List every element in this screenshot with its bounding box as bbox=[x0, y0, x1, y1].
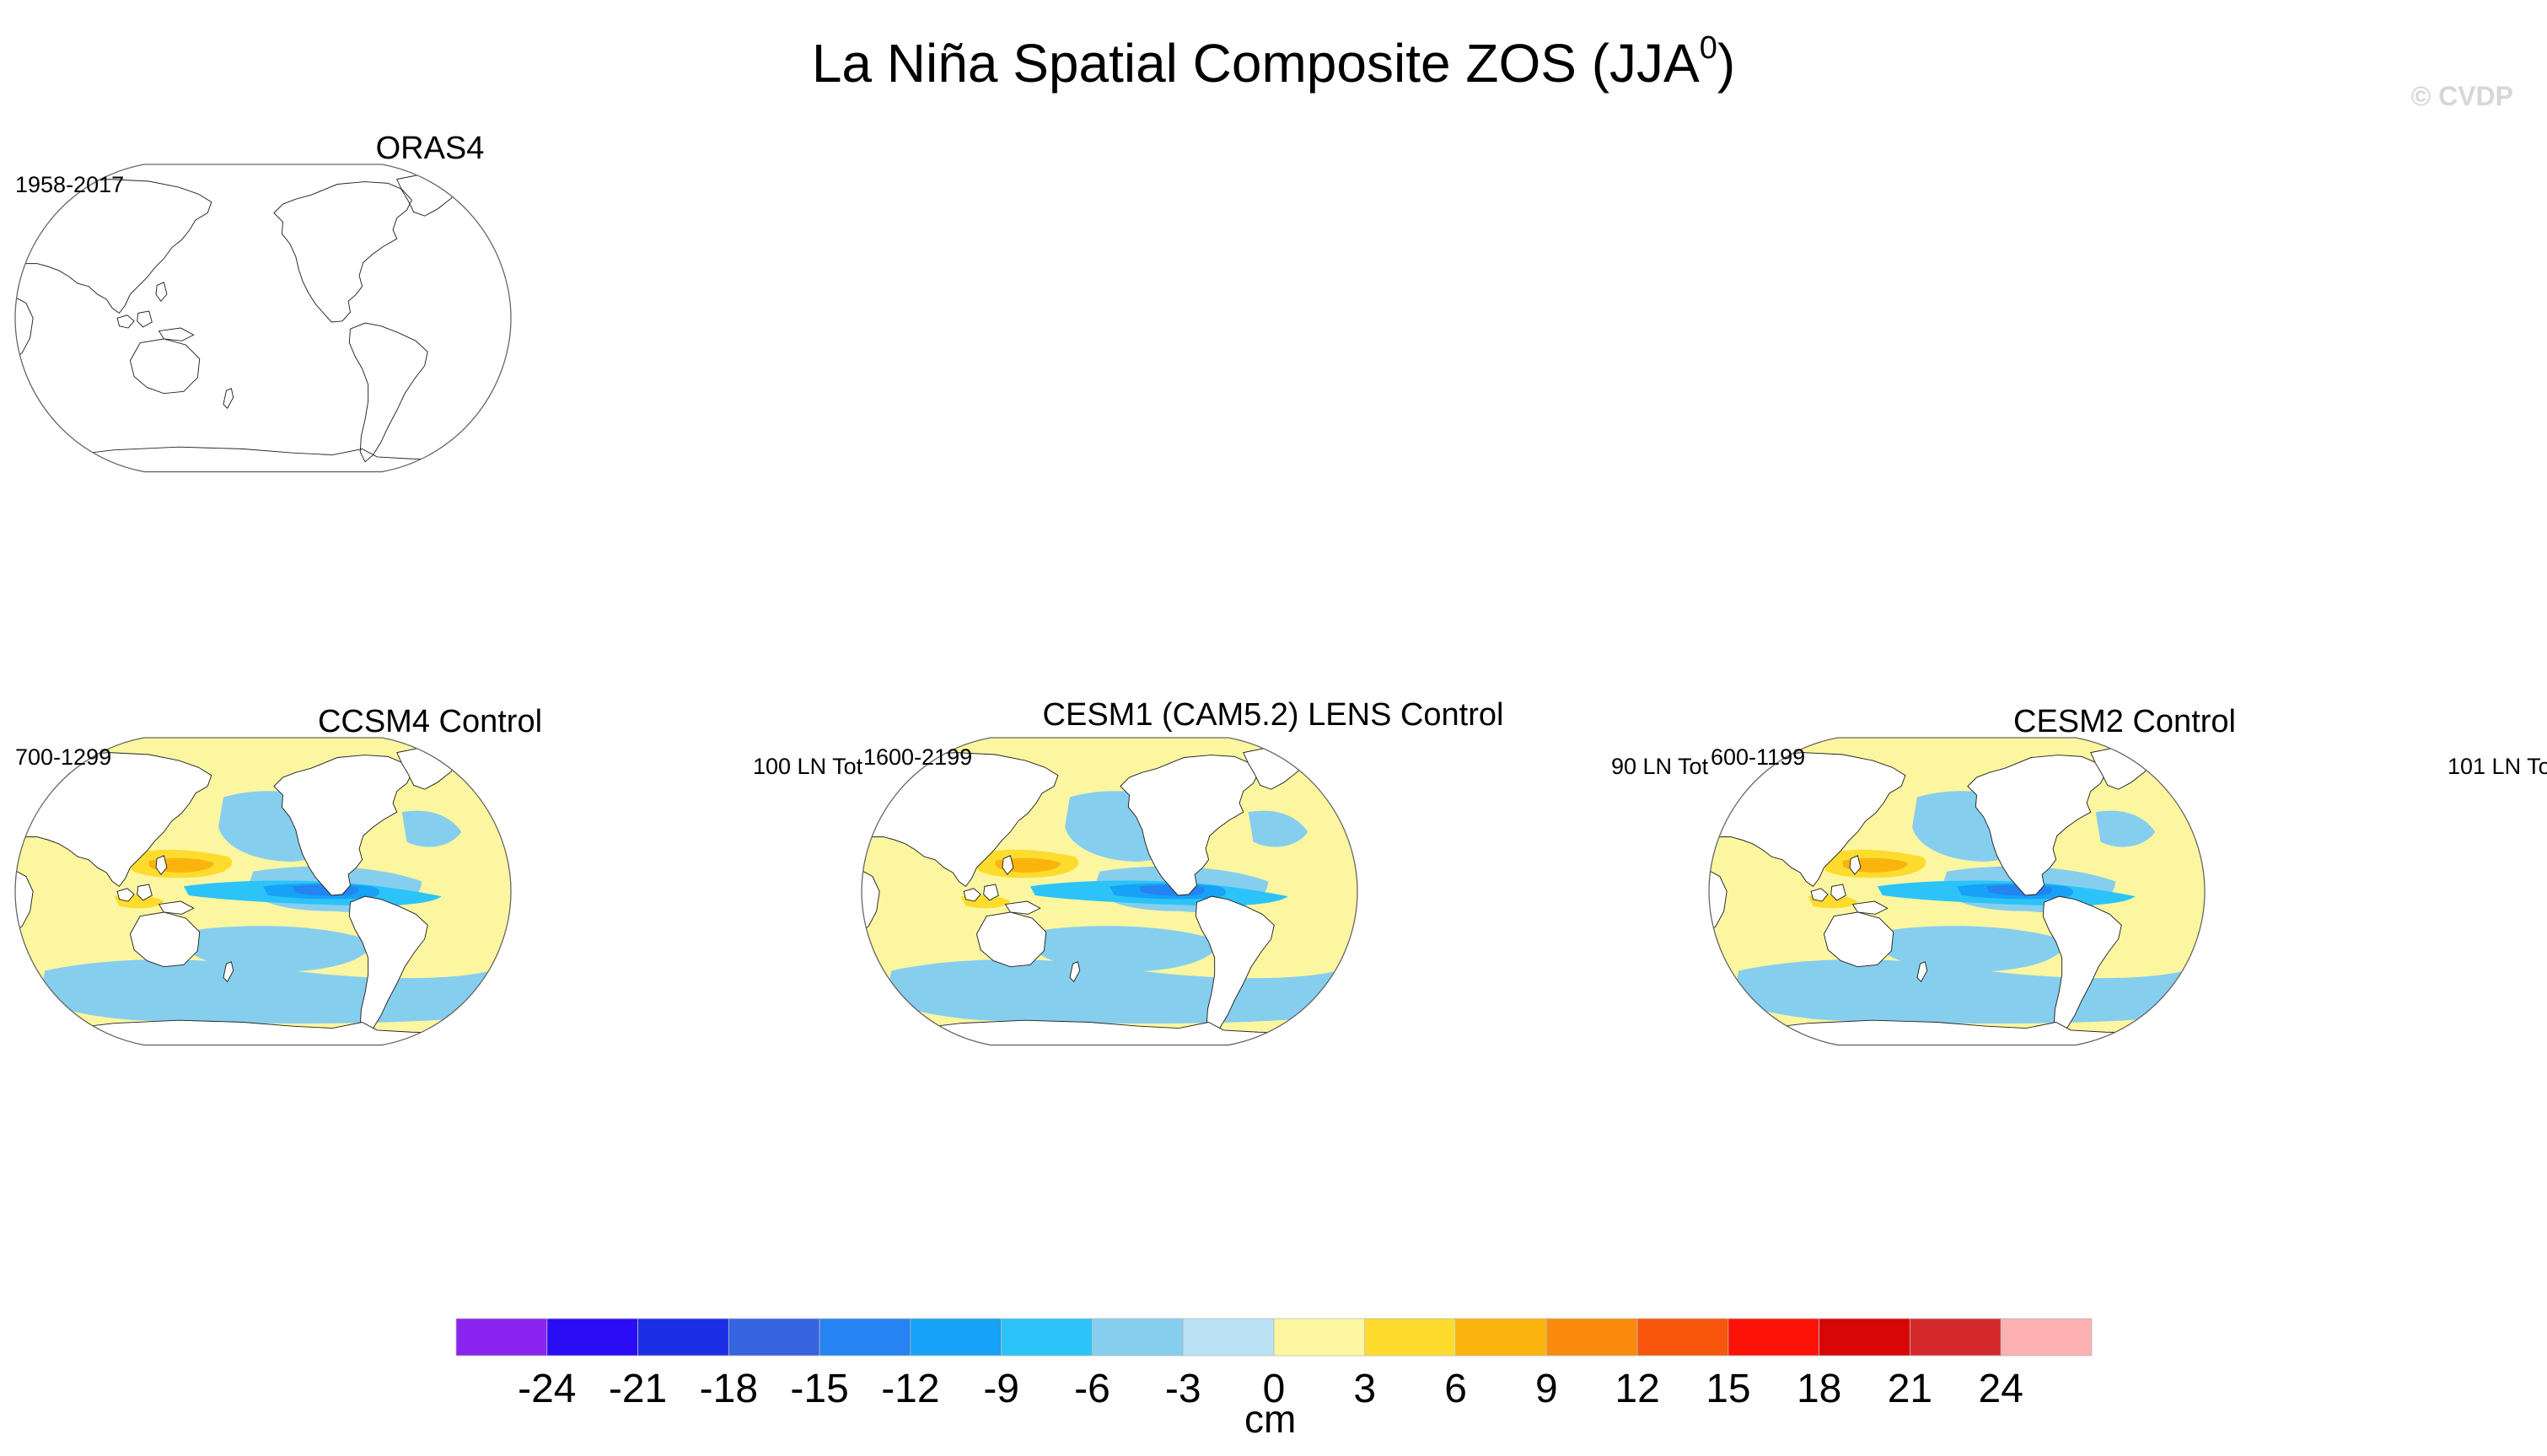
panel-count-cesm2: 101 LN Tot bbox=[2448, 754, 2547, 779]
colorbar-swatch-9 bbox=[1273, 1318, 1366, 1357]
colorbar-swatch-2 bbox=[637, 1318, 729, 1357]
map-frame bbox=[14, 164, 512, 473]
colorbar-swatch-0 bbox=[455, 1318, 548, 1357]
colorbar-swatch-8 bbox=[1182, 1318, 1275, 1357]
map-panel-2 bbox=[14, 737, 512, 1046]
colorbar-tick-label: -6 bbox=[1074, 1367, 1110, 1411]
colorbar-tick-label: 6 bbox=[1444, 1367, 1467, 1411]
panel-count-ccsm4: 100 LN Tot bbox=[753, 754, 863, 779]
colorbar-tick-label: -18 bbox=[700, 1367, 758, 1411]
anomaly-contour-4 bbox=[2095, 810, 2156, 847]
anomaly-contour-2 bbox=[1029, 926, 1219, 972]
colorbar-tick-label: -12 bbox=[881, 1367, 939, 1411]
colorbar-swatch-4 bbox=[819, 1318, 911, 1357]
colorbar-swatch-17 bbox=[2000, 1318, 2093, 1357]
colorbar-swatch-10 bbox=[1364, 1318, 1456, 1357]
panel-years-cesm1: 1600-2199 bbox=[863, 744, 973, 770]
map-panel-3 bbox=[861, 737, 1358, 1046]
anomaly-contour-2 bbox=[1877, 926, 2066, 972]
colorbar-tick-label: -24 bbox=[518, 1367, 576, 1411]
panel-title-cesm2: CESM2 Control bbox=[2013, 704, 2236, 739]
colorbar-swatch-3 bbox=[728, 1318, 820, 1357]
panel-years-ccsm4: 700-1299 bbox=[15, 744, 112, 770]
panel-years-cesm2: 600-1199 bbox=[1711, 744, 1806, 770]
colorbar-tick-label: -3 bbox=[1165, 1367, 1201, 1411]
map-frame bbox=[1708, 737, 2206, 1046]
colorbar-swatch-11 bbox=[1455, 1318, 1547, 1357]
colorbar-tick-label: 9 bbox=[1535, 1367, 1558, 1411]
coastlines bbox=[15, 174, 482, 472]
colorbar-tick-label: -9 bbox=[983, 1367, 1019, 1411]
colorbar-swatch-6 bbox=[1001, 1318, 1093, 1357]
map-frame bbox=[14, 737, 512, 1046]
map-panel-1 bbox=[14, 164, 512, 473]
panel-count-cesm1: 90 LN Tot bbox=[1611, 754, 1709, 779]
cvdp-watermark: © CVDP bbox=[2410, 81, 2513, 111]
panel-title-cesm1: CESM1 (CAM5.2) LENS Control bbox=[1042, 697, 1504, 733]
anomaly-contour-4 bbox=[401, 810, 462, 847]
colorbar-tick-label: 24 bbox=[1979, 1367, 2023, 1411]
colorbar-swatch-1 bbox=[546, 1318, 638, 1357]
colorbar-swatch-7 bbox=[1092, 1318, 1184, 1357]
colorbar-tick-label: -15 bbox=[790, 1367, 848, 1411]
figure-title: La Niña Spatial Composite ZOS (JJA0) bbox=[811, 30, 1736, 94]
panel-title-ccsm4: CCSM4 Control bbox=[317, 704, 543, 739]
colorbar: -24 -21 -18 -15 -12 -9 -6 -3 0 3 6 9 12 15 18 21 24 bbox=[455, 1318, 2093, 1411]
panel-years-oras4: 1958-2017 bbox=[15, 172, 125, 197]
panel-title-oras4: ORAS4 bbox=[375, 131, 485, 166]
colorbar-swatch-13 bbox=[1636, 1318, 1729, 1357]
map-panel-4 bbox=[1708, 737, 2206, 1046]
colorbar-swatch-15 bbox=[1819, 1318, 1910, 1357]
colorbar-swatch-12 bbox=[1545, 1318, 1638, 1357]
colorbar-tick-label: 15 bbox=[1706, 1367, 1750, 1411]
colorbar-swatch-16 bbox=[1910, 1318, 2002, 1357]
colorbar-tick-label: -21 bbox=[609, 1367, 667, 1411]
colorbar-swatch-5 bbox=[910, 1318, 1002, 1357]
colorbar-tick-label: 3 bbox=[1353, 1367, 1376, 1411]
colorbar-tick-label: 0 bbox=[1263, 1367, 1286, 1411]
colorbar-unit-label: cm bbox=[1244, 1397, 1297, 1441]
colorbar-tick-label: 12 bbox=[1615, 1367, 1659, 1411]
colorbar-swatch-14 bbox=[1728, 1318, 1820, 1357]
map-frame bbox=[861, 737, 1358, 1046]
anomaly-contour-2 bbox=[183, 926, 373, 972]
colorbar-tick-label: 18 bbox=[1797, 1367, 1841, 1411]
anomaly-contour-4 bbox=[1248, 810, 1308, 847]
colorbar-tick-label: 21 bbox=[1888, 1367, 1932, 1411]
